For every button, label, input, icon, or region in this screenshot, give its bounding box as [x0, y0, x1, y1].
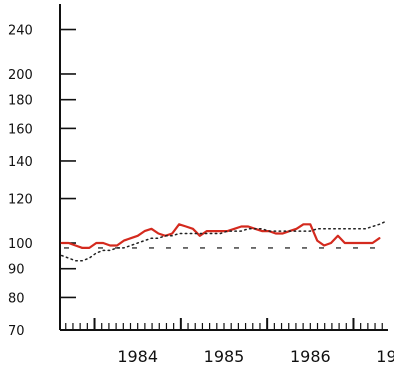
labels: 70 80 90 100 120 140 160 180 200 240 1984 1985 1986 1… — [8, 24, 394, 366]
series-line-solid — [60, 223, 381, 249]
series-line-dotted — [60, 221, 386, 262]
y-tick-label: 90 — [8, 263, 25, 278]
x-year-label: 1986 — [290, 347, 331, 366]
x-year-label: 1984 — [117, 347, 158, 366]
y-tick-label: 240 — [8, 24, 33, 39]
y-tick-label: 80 — [8, 291, 25, 306]
y-tick-label: 200 — [8, 68, 33, 83]
y-tick-label: 180 — [8, 94, 33, 109]
y-tick-label: 70 — [8, 324, 25, 339]
x-year-label: 1987 — [376, 347, 394, 366]
y-tick-label: 100 — [8, 237, 33, 252]
axes — [59, 4, 388, 331]
y-tick-label: 160 — [8, 122, 33, 137]
series-layer — [60, 221, 386, 262]
y-tick-label: 140 — [8, 155, 33, 170]
y-tick-label: 120 — [8, 193, 33, 208]
x-year-label: 1985 — [204, 347, 245, 366]
